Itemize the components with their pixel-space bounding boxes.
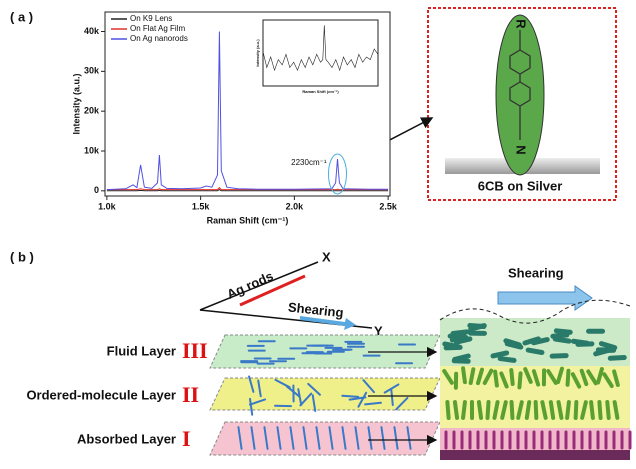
molecule-caption: 6CB on Silver bbox=[478, 178, 563, 193]
rod bbox=[527, 402, 529, 418]
rod bbox=[551, 402, 553, 418]
ordered-plate bbox=[210, 378, 440, 410]
rod bbox=[591, 402, 593, 418]
layer-numeral: III bbox=[182, 338, 208, 363]
rod bbox=[463, 402, 465, 418]
rod bbox=[463, 368, 465, 382]
absorbed-plate bbox=[210, 422, 440, 455]
rod bbox=[500, 359, 514, 361]
rods-label: Ag rods bbox=[225, 268, 276, 302]
rod bbox=[453, 332, 467, 334]
x-tick-label: 1.0k bbox=[98, 201, 117, 211]
legend-label: On K9 Lens bbox=[130, 14, 172, 23]
layer-name: Ordered-molecule Layer bbox=[26, 387, 176, 402]
rod bbox=[455, 402, 457, 418]
y-tick-label: 20k bbox=[84, 106, 100, 116]
nitrogen: N bbox=[514, 145, 529, 154]
rod bbox=[495, 372, 497, 386]
panel-label: ( b ) bbox=[10, 249, 34, 264]
rod bbox=[447, 402, 448, 418]
substrate bbox=[440, 450, 630, 460]
rod bbox=[568, 371, 569, 385]
shear-axis-label: Shearing bbox=[287, 299, 344, 320]
x-tick-label: 2.0k bbox=[286, 201, 305, 211]
layer-name: Fluid Layer bbox=[107, 343, 176, 358]
x-tick-label: 2.5k bbox=[379, 201, 398, 211]
rod bbox=[493, 353, 507, 356]
plot-frame bbox=[263, 20, 378, 86]
rod bbox=[342, 396, 358, 397]
rod bbox=[552, 356, 566, 357]
shearing-label: Shearing bbox=[508, 265, 564, 280]
x-tick-label: 1.5k bbox=[192, 201, 211, 211]
rod bbox=[536, 402, 537, 418]
y-tick-label: 40k bbox=[84, 26, 100, 36]
rod bbox=[534, 340, 548, 343]
y-tick-label: 30k bbox=[84, 66, 100, 76]
rod bbox=[519, 373, 520, 387]
rod bbox=[567, 402, 569, 418]
annotation: 2230cm⁻¹ bbox=[291, 158, 327, 167]
layer-numeral: II bbox=[182, 382, 199, 407]
rod bbox=[470, 326, 484, 327]
y-tick-label: 0 bbox=[94, 185, 99, 195]
figure: ( a ) R N 6CB on Silver ( b ) X Y Ag rod… bbox=[0, 0, 636, 469]
legend-label: On Ag nanorods bbox=[130, 34, 188, 43]
y-tick-label: 10k bbox=[84, 145, 100, 155]
panel-label: ( a ) bbox=[10, 9, 33, 24]
x-axis-label: Raman Shift (cm⁻¹) bbox=[207, 215, 289, 225]
rod bbox=[553, 335, 567, 336]
rod bbox=[607, 402, 608, 418]
rod bbox=[555, 339, 569, 341]
r-group: R bbox=[514, 19, 529, 29]
rod bbox=[487, 402, 488, 418]
axis-x: X bbox=[322, 249, 331, 264]
rod bbox=[576, 402, 577, 418]
rod bbox=[610, 358, 624, 359]
rod bbox=[512, 402, 513, 418]
rod bbox=[615, 402, 618, 418]
x-axis-label: Raman Shift (cm⁻¹) bbox=[302, 89, 339, 94]
rod bbox=[456, 339, 470, 342]
rod bbox=[599, 402, 600, 418]
rod bbox=[511, 370, 512, 384]
layer-numeral: I bbox=[182, 426, 191, 451]
layer-name: Absorbed Layer bbox=[77, 431, 176, 446]
y-axis-label: Intensity (a.u.) bbox=[255, 39, 260, 67]
rod bbox=[446, 347, 460, 348]
shearing-arrow bbox=[498, 286, 592, 310]
rod bbox=[479, 402, 481, 418]
legend-label: On Flat Ag Film bbox=[130, 24, 185, 33]
rod bbox=[471, 369, 474, 383]
rod bbox=[556, 331, 570, 332]
y-axis-label: Intensity (a.u.) bbox=[71, 73, 81, 134]
rod bbox=[528, 350, 542, 352]
